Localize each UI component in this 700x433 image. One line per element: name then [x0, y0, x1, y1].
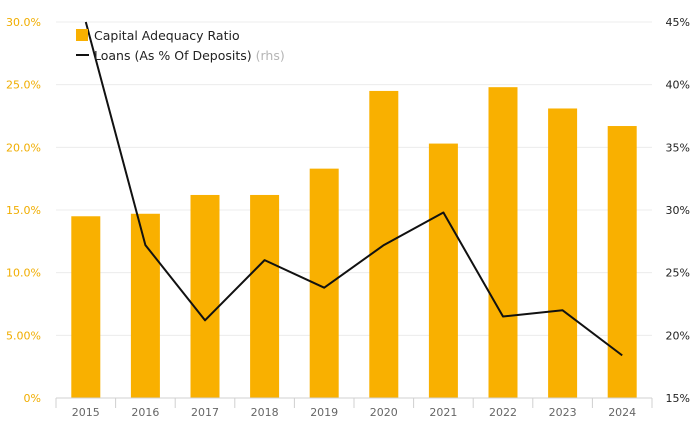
x-tick-label: 2016: [131, 406, 159, 419]
left-tick-label: 10.0%: [6, 267, 41, 280]
legend-bar-swatch: [76, 29, 88, 41]
bar: [428, 143, 458, 398]
left-tick-label: 15.0%: [6, 204, 41, 217]
x-tick-label: 2024: [608, 406, 636, 419]
right-tick-label: 45%: [666, 16, 690, 29]
right-tick-label: 30%: [666, 204, 690, 217]
x-tick-label: 2022: [489, 406, 517, 419]
legend-bar-label: Capital Adequacy Ratio: [94, 28, 240, 43]
right-tick-label: 15%: [666, 392, 690, 405]
x-tick-label: 2018: [251, 406, 279, 419]
bar: [488, 87, 518, 398]
axis-layer: 0% 5.00% 10.0% 15.0% 20.0% 25.0% 30.0% 15% 20% 25…: [6, 16, 690, 419]
left-tick-label: 30.0%: [6, 16, 41, 29]
x-tick-label: 2020: [370, 406, 398, 419]
left-tick-label: 20.0%: [6, 141, 41, 154]
x-tick-label: 2017: [191, 406, 219, 419]
left-tick-label: 25.0%: [6, 79, 41, 92]
legend: Capital Adequacy Ratio Loans (As % Of De…: [76, 28, 285, 63]
x-tick-label: 2015: [72, 406, 100, 419]
bar-layer: [71, 87, 637, 398]
bar: [548, 108, 578, 398]
right-tick-label: 40%: [666, 79, 690, 92]
x-tick-label: 2023: [549, 406, 577, 419]
line-layer: [84, 21, 623, 357]
legend-line-suffix: (rhs): [252, 48, 285, 63]
x-tick-label: 2021: [429, 406, 457, 419]
legend-line-label: Loans (As % Of Deposits) (rhs): [94, 48, 285, 63]
left-tick-label: 5.00%: [6, 329, 41, 342]
right-tick-label: 25%: [666, 267, 690, 280]
bar: [607, 126, 637, 398]
legend-line-name: Loans (As % Of Deposits): [94, 48, 252, 63]
right-tick-label: 20%: [666, 329, 690, 342]
right-tick-label: 35%: [666, 141, 690, 154]
bar: [71, 216, 101, 398]
series-line: [84, 21, 623, 357]
bar: [190, 194, 220, 398]
bar: [250, 194, 280, 398]
x-tick-label: 2019: [310, 406, 338, 419]
left-tick-label: 0%: [24, 392, 41, 405]
